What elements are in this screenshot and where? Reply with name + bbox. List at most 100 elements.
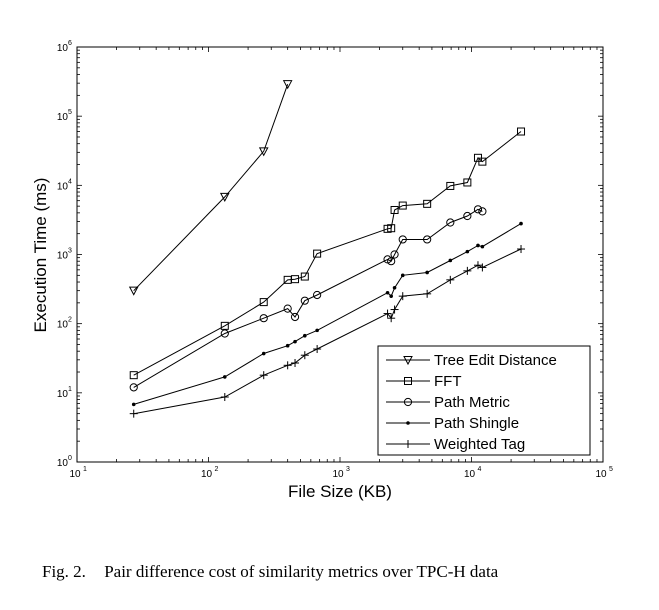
y-tick-exponent: 0 bbox=[68, 455, 72, 462]
plus-marker bbox=[398, 292, 407, 301]
dot-marker bbox=[293, 339, 297, 344]
square-marker bbox=[446, 181, 455, 190]
square-marker bbox=[129, 371, 138, 380]
plus-marker bbox=[220, 393, 229, 402]
plus-marker bbox=[423, 289, 432, 298]
dot-marker bbox=[476, 243, 480, 248]
y-tick-label: 10 bbox=[57, 251, 69, 262]
x-tick-label: 10 bbox=[332, 469, 344, 480]
x-tick-exponent: 5 bbox=[609, 466, 613, 473]
plus-marker bbox=[283, 361, 292, 370]
x-tick-exponent: 2 bbox=[215, 466, 219, 473]
circle-marker bbox=[220, 329, 229, 338]
legend-entry: Path Shingle bbox=[386, 415, 519, 432]
plus-marker bbox=[313, 345, 322, 354]
series-line bbox=[133, 84, 289, 292]
dot-marker bbox=[131, 402, 136, 407]
y-tick-label: 10 bbox=[57, 43, 69, 54]
x-tick-exponent: 3 bbox=[346, 466, 350, 473]
circle-marker bbox=[403, 397, 413, 407]
plus-marker bbox=[291, 358, 300, 367]
plus-marker bbox=[517, 245, 526, 254]
square-marker bbox=[478, 157, 487, 166]
circle-marker bbox=[478, 207, 487, 216]
circle-marker bbox=[300, 296, 309, 305]
x-tick-exponent: 4 bbox=[478, 466, 482, 473]
square-marker bbox=[398, 201, 407, 210]
plus-marker bbox=[404, 440, 412, 448]
plus-marker bbox=[390, 305, 399, 314]
legend-entry: Weighted Tag bbox=[386, 436, 525, 453]
legend-box bbox=[377, 345, 591, 456]
circle-marker bbox=[446, 218, 455, 227]
dot-marker bbox=[389, 294, 393, 298]
x-axis-label: File Size (KB) bbox=[288, 482, 392, 501]
legend-entry: Path Metric bbox=[386, 394, 510, 411]
plus-marker bbox=[383, 309, 392, 318]
x-tick-exponent: 1 bbox=[83, 466, 87, 473]
x-tick-label: 10 bbox=[69, 469, 81, 480]
x-tick-label: 10 bbox=[201, 469, 213, 480]
y-tick-exponent: 3 bbox=[68, 248, 72, 255]
triangle-down-marker bbox=[128, 286, 139, 296]
plus-marker bbox=[446, 275, 455, 284]
y-tick-exponent: 2 bbox=[68, 317, 72, 324]
dot-marker bbox=[261, 351, 266, 356]
triangle-down-marker bbox=[282, 80, 293, 90]
dot-marker bbox=[222, 375, 227, 379]
dot-marker bbox=[303, 333, 307, 338]
legend-entry: FFT bbox=[386, 373, 462, 390]
circle-marker bbox=[390, 250, 399, 259]
series-path-shingle bbox=[131, 221, 523, 407]
circle-marker bbox=[283, 304, 292, 313]
caption-label: Fig. 2. bbox=[42, 562, 86, 581]
triangle-down-marker bbox=[258, 147, 269, 157]
triangle-down-marker bbox=[219, 192, 230, 202]
dot-marker bbox=[519, 221, 523, 226]
plus-marker bbox=[478, 263, 487, 272]
y-tick-exponent: 6 bbox=[68, 40, 72, 47]
x-tick-labels: 10 1 10 2 10 3 10 4 10 5 bbox=[69, 466, 613, 480]
series-line bbox=[133, 131, 522, 376]
y-tick-exponent: 4 bbox=[68, 178, 72, 185]
y-tick-label: 10 bbox=[57, 320, 69, 331]
plus-marker bbox=[473, 261, 482, 270]
circle-marker bbox=[423, 235, 432, 244]
circle-marker bbox=[398, 235, 407, 244]
legend-entry: Tree Edit Distance bbox=[386, 352, 557, 369]
series-fft bbox=[129, 127, 526, 380]
y-tick-label: 10 bbox=[57, 181, 69, 192]
y-tick-label: 10 bbox=[57, 389, 69, 400]
plus-marker bbox=[129, 409, 138, 418]
dot-marker bbox=[448, 258, 453, 263]
series-group bbox=[128, 80, 526, 418]
circle-marker bbox=[463, 211, 472, 221]
circle-marker bbox=[313, 290, 322, 300]
square-marker bbox=[423, 199, 432, 208]
series-path-metric bbox=[129, 205, 487, 392]
square-marker bbox=[313, 249, 322, 258]
series-line bbox=[133, 208, 483, 388]
circle-marker bbox=[473, 205, 483, 214]
x-tick-label: 10 bbox=[595, 469, 607, 480]
square-marker bbox=[387, 224, 396, 233]
square-marker bbox=[390, 205, 399, 214]
square-marker bbox=[404, 377, 412, 385]
circle-marker bbox=[259, 314, 268, 323]
caption-text: Pair difference cost of similarity metri… bbox=[104, 562, 499, 581]
dot-marker bbox=[400, 273, 405, 278]
y-axis-label: Execution Time (ms) bbox=[31, 178, 50, 333]
y-tick-label: 10 bbox=[57, 458, 69, 469]
square-marker bbox=[259, 298, 268, 307]
series-weighted-tag bbox=[129, 245, 526, 418]
plus-marker bbox=[259, 371, 268, 380]
dot-marker bbox=[385, 290, 390, 295]
circle-marker bbox=[387, 257, 396, 266]
axis-ticks bbox=[76, 46, 604, 463]
y-tick-label: 10 bbox=[57, 112, 69, 123]
dot-marker bbox=[406, 421, 410, 425]
legend-label: Tree Edit Distance bbox=[434, 352, 557, 369]
square-marker bbox=[291, 275, 300, 284]
